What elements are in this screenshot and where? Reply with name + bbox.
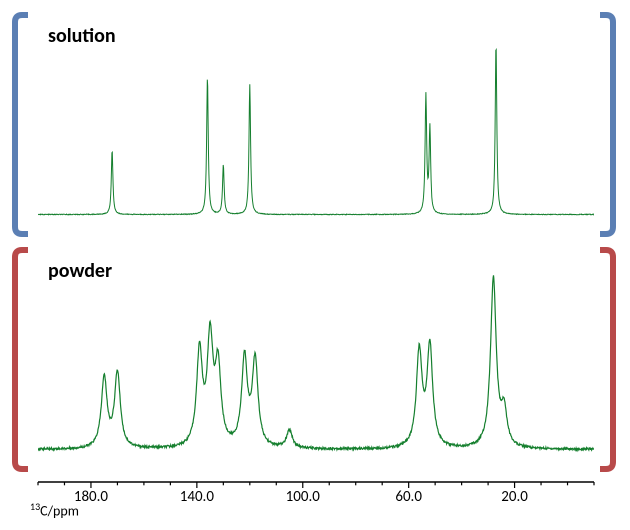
x-tick-label: 140.0 [180,488,214,506]
x-axis [0,0,630,530]
x-tick-label: 180.0 [74,488,108,506]
figure-root: solution powder 180.0140.0100.060.020.0 … [0,0,630,530]
x-tick-label: 60.0 [395,488,422,506]
x-tick-label: 20.0 [501,488,528,506]
x-axis-label: 13C/ppm [30,500,79,520]
x-tick-label: 100.0 [286,488,320,506]
